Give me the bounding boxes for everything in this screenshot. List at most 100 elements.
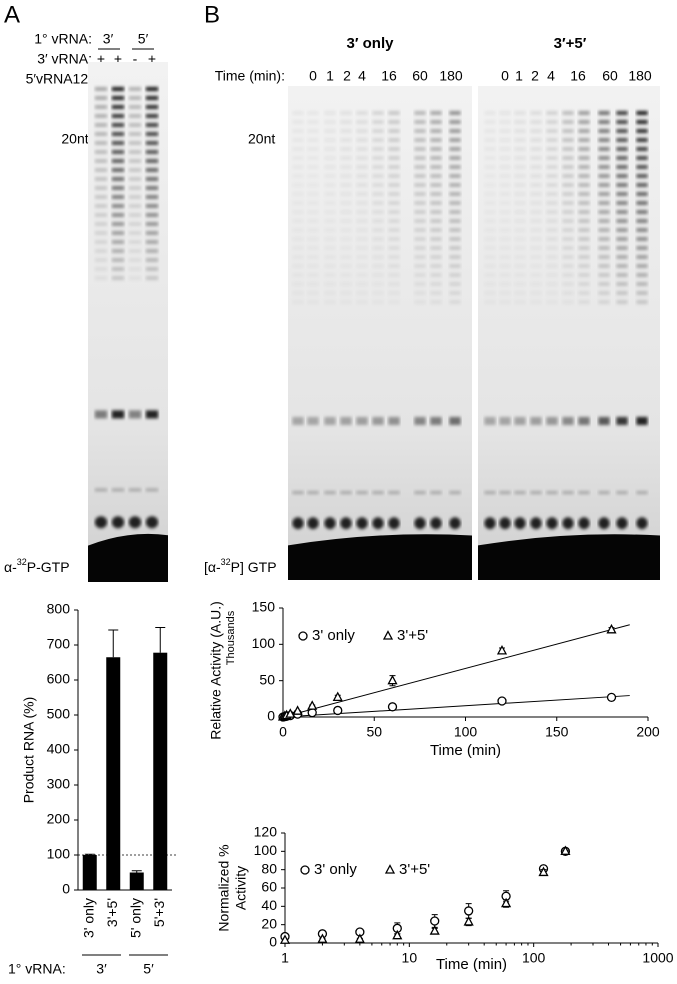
gel-band bbox=[292, 147, 303, 151]
gel-lane bbox=[340, 111, 352, 530]
gel-band bbox=[598, 183, 610, 187]
gel-band bbox=[598, 416, 610, 425]
gel-band bbox=[484, 183, 495, 187]
gel-band bbox=[484, 111, 496, 115]
gel-band bbox=[636, 129, 648, 133]
gel-band bbox=[578, 264, 590, 268]
gel-band bbox=[578, 219, 590, 223]
gel-band bbox=[530, 111, 542, 115]
gel-band bbox=[372, 228, 384, 232]
gel-lane bbox=[292, 111, 304, 530]
gel-band bbox=[324, 210, 335, 214]
time-label: 60 bbox=[412, 68, 428, 84]
gel-band bbox=[324, 246, 335, 250]
gel-band bbox=[499, 300, 510, 304]
gel-band bbox=[372, 111, 384, 115]
gel-band bbox=[356, 147, 368, 151]
gel-band bbox=[94, 186, 108, 190]
gel-band bbox=[578, 165, 590, 169]
gel-band bbox=[430, 255, 442, 259]
probe-part: α- bbox=[4, 559, 17, 575]
gel-band bbox=[388, 228, 400, 232]
gel-band bbox=[356, 156, 368, 160]
gel-title: 3′+5′ bbox=[554, 35, 587, 52]
gel-band bbox=[307, 129, 319, 133]
gel-band bbox=[430, 174, 442, 178]
gel-band bbox=[292, 246, 303, 250]
gel-band bbox=[484, 255, 495, 259]
gel-band bbox=[636, 246, 648, 250]
gel-band bbox=[598, 201, 610, 205]
gel-band bbox=[388, 416, 400, 425]
gel-band bbox=[388, 156, 400, 160]
gel-band bbox=[340, 237, 351, 241]
gel-band bbox=[94, 159, 108, 163]
gel-band bbox=[514, 219, 525, 223]
gel-band bbox=[128, 177, 142, 181]
x-tick-label: 100 bbox=[522, 950, 546, 966]
gel-band bbox=[449, 174, 461, 178]
gel-band bbox=[578, 273, 590, 277]
gel-band bbox=[145, 195, 159, 199]
x-tick-label: 3'+5' bbox=[104, 898, 120, 927]
gel-band bbox=[430, 138, 442, 142]
gel-band bbox=[616, 129, 628, 133]
probe-part: 32 bbox=[221, 557, 231, 567]
row-label: 1° vRNA: bbox=[34, 31, 92, 47]
gel-band bbox=[578, 300, 590, 304]
x-tick-label: 100 bbox=[454, 724, 478, 740]
row-label: 3′ vRNA: bbox=[37, 51, 92, 67]
gel-band bbox=[484, 517, 496, 530]
gel-band bbox=[94, 195, 108, 199]
gel-band bbox=[430, 517, 442, 530]
gel-band bbox=[94, 276, 108, 280]
gel-band bbox=[514, 183, 526, 187]
gel-band bbox=[616, 491, 628, 495]
gel-band bbox=[530, 264, 541, 268]
gel-band bbox=[578, 120, 590, 124]
gel-band bbox=[340, 192, 352, 196]
gel-band bbox=[372, 120, 384, 124]
gel-band bbox=[514, 147, 526, 151]
gel-band bbox=[372, 201, 384, 205]
gel-band bbox=[430, 165, 442, 169]
gel-band bbox=[414, 147, 426, 151]
gel-band bbox=[111, 488, 125, 492]
gel-band bbox=[430, 246, 442, 250]
lane-sign: - bbox=[133, 51, 138, 67]
gel-band bbox=[94, 177, 108, 181]
gel-band bbox=[546, 156, 558, 160]
time-label: 1 bbox=[326, 68, 334, 84]
probe-part: [α- bbox=[204, 559, 221, 575]
x-tick-label: 3' only bbox=[80, 898, 96, 938]
gel-band bbox=[324, 517, 336, 530]
time-label: 2 bbox=[531, 68, 539, 84]
time-label: 4 bbox=[358, 68, 366, 84]
gel-band bbox=[356, 491, 368, 495]
data-point bbox=[560, 845, 571, 855]
gel-band bbox=[340, 246, 351, 250]
gel-band bbox=[307, 416, 319, 425]
gel-band bbox=[94, 150, 108, 154]
gel-title: 3′ only bbox=[347, 35, 395, 52]
gel-band bbox=[514, 210, 526, 214]
data-point bbox=[307, 700, 318, 710]
gel bbox=[288, 86, 472, 580]
gel-band bbox=[546, 282, 557, 286]
gel-band bbox=[546, 291, 557, 295]
gel-band bbox=[128, 240, 142, 244]
gel-band bbox=[388, 282, 400, 286]
gel-band bbox=[598, 147, 610, 151]
gel-band bbox=[562, 291, 574, 295]
gel-band bbox=[145, 249, 159, 253]
gel-band bbox=[530, 273, 541, 277]
gel-band bbox=[340, 174, 352, 178]
gel-band bbox=[324, 129, 336, 133]
gel-band bbox=[94, 249, 108, 253]
gel-band bbox=[128, 150, 142, 154]
gel-lane bbox=[616, 111, 628, 530]
gel-band bbox=[484, 273, 495, 277]
gel-band bbox=[598, 291, 610, 295]
gel-band bbox=[578, 517, 590, 530]
gel-band bbox=[414, 228, 426, 232]
